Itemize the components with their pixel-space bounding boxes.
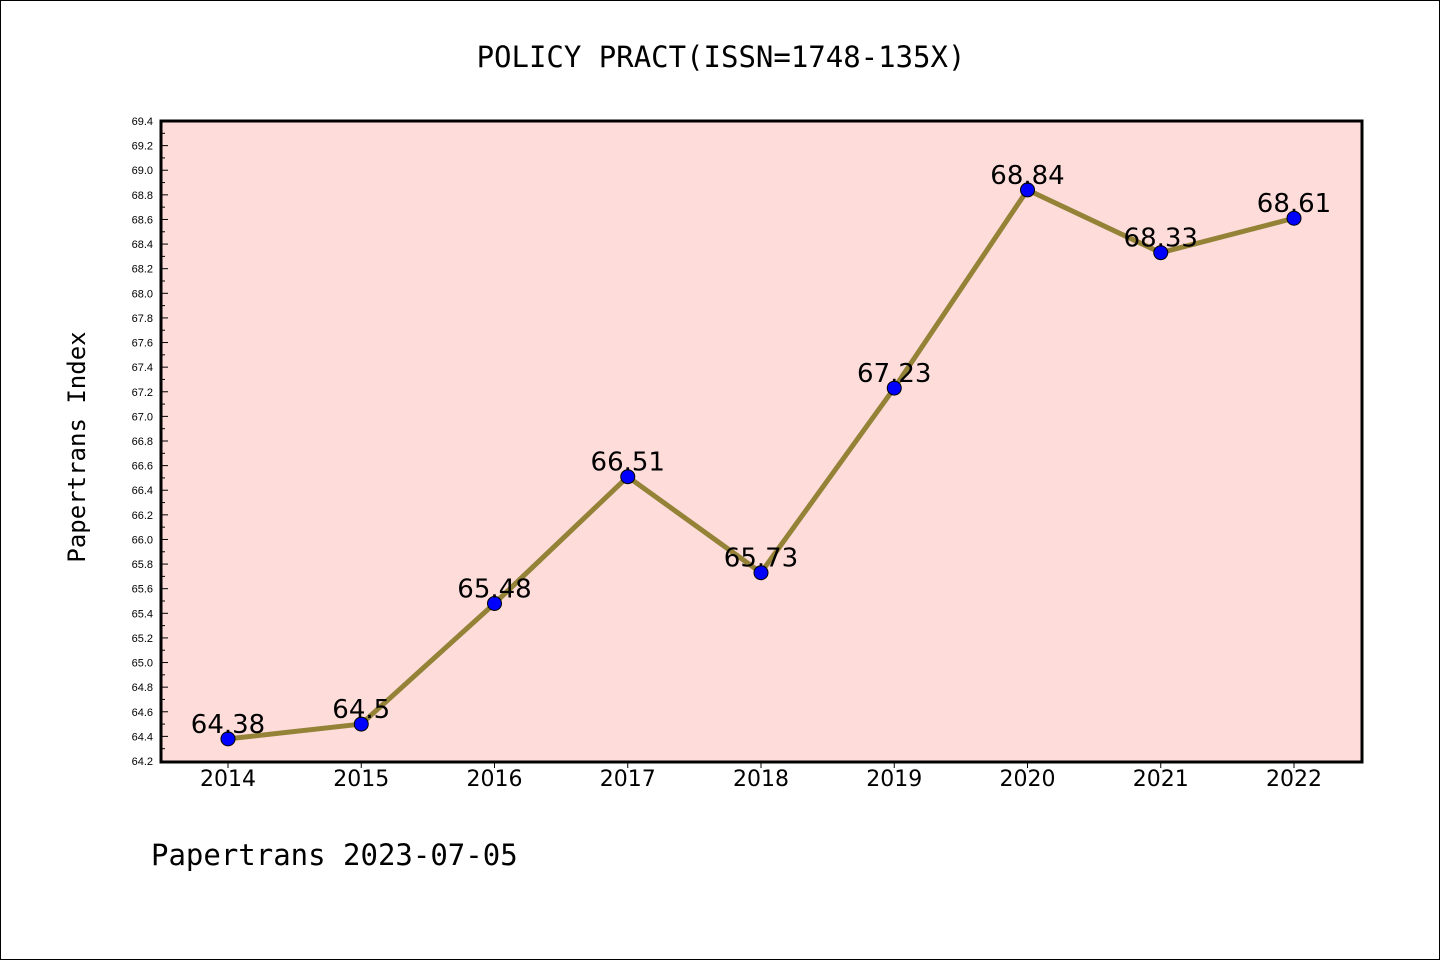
data-point (1153, 245, 1169, 261)
y-tick-label: 67.6 (132, 338, 153, 350)
data-label: 68.84 (990, 161, 1064, 191)
x-tick-label: 2016 (467, 767, 523, 792)
data-label: 64.38 (191, 710, 265, 740)
data-point (353, 716, 369, 732)
x-tick-label: 2017 (600, 767, 656, 792)
x-tick-label: 2021 (1133, 767, 1189, 792)
data-label: 65.73 (724, 544, 798, 574)
y-tick-label: 67.8 (132, 313, 153, 325)
data-point (886, 380, 902, 396)
footer-text: Papertrans 2023-07-05 (151, 838, 518, 872)
data-point (620, 469, 636, 485)
data-label: 67.23 (857, 359, 931, 389)
y-tick-label: 65.6 (132, 584, 153, 596)
y-tick-label: 68.8 (132, 190, 153, 202)
data-point (220, 731, 236, 747)
plot-area (159, 119, 1364, 764)
y-axis-label: Papertrans Index (63, 331, 91, 562)
y-tick-label: 66.2 (132, 510, 153, 522)
y-tick-label: 65.2 (132, 633, 153, 645)
y-tick-label: 64.4 (132, 731, 153, 743)
y-axis: 64.2 64.4 64.6 64.8 65.0 65.2 65.4 65.6 65.8 66.0… (132, 116, 168, 768)
data-point (1286, 210, 1302, 226)
x-tick-label: 2018 (733, 767, 789, 792)
y-tick-label: 68.2 (132, 264, 153, 276)
x-axis: 2014 2015 2016 2017 2018 2019 2020 2021 2022 (200, 762, 1322, 792)
y-tick-label: 65.8 (132, 559, 153, 571)
data-labels: 64.38 64.5 65.48 66.51 65.73 67.23 68.84 68.33 6… (191, 161, 1331, 740)
data-point (1020, 182, 1035, 198)
y-tick-label: 67.2 (132, 387, 153, 399)
y-tick-label: 64.6 (132, 707, 153, 719)
chart-title: POLICY PRACT(ISSN=1748-135X) (477, 40, 966, 74)
y-tick-label: 69.2 (132, 141, 153, 153)
x-tick-label: 2020 (1000, 767, 1056, 792)
y-tick-label: 68.6 (132, 214, 153, 226)
y-tick-label: 64.8 (132, 682, 153, 694)
y-tick-label: 67.4 (132, 362, 153, 374)
series-markers (220, 182, 1302, 747)
y-tick-label: 66.4 (132, 485, 153, 497)
y-tick-label: 64.2 (132, 756, 153, 768)
x-tick-label: 2019 (866, 767, 922, 792)
data-label: 68.33 (1124, 224, 1198, 254)
data-label: 68.61 (1257, 189, 1331, 219)
data-label: 65.48 (457, 574, 531, 604)
y-tick-label: 67.0 (132, 411, 153, 423)
data-point (487, 595, 502, 611)
x-tick-label: 2022 (1266, 767, 1322, 792)
x-tick-label: 2015 (333, 767, 389, 792)
y-tick-label: 69.0 (132, 165, 153, 177)
y-tick-label: 65.4 (132, 608, 153, 620)
x-tick-label: 2014 (200, 767, 256, 792)
y-tick-label: 68.4 (132, 239, 153, 251)
y-tick-label: 65.0 (132, 658, 153, 670)
data-label: 66.51 (591, 448, 665, 478)
data-label: 64.5 (332, 695, 390, 725)
y-tick-label: 66.8 (132, 436, 153, 448)
y-tick-label: 68.0 (132, 288, 153, 300)
y-tick-label: 66.0 (132, 534, 153, 546)
data-point (753, 565, 769, 581)
y-tick-label: 69.4 (132, 116, 153, 128)
y-tick-label: 66.6 (132, 461, 153, 473)
